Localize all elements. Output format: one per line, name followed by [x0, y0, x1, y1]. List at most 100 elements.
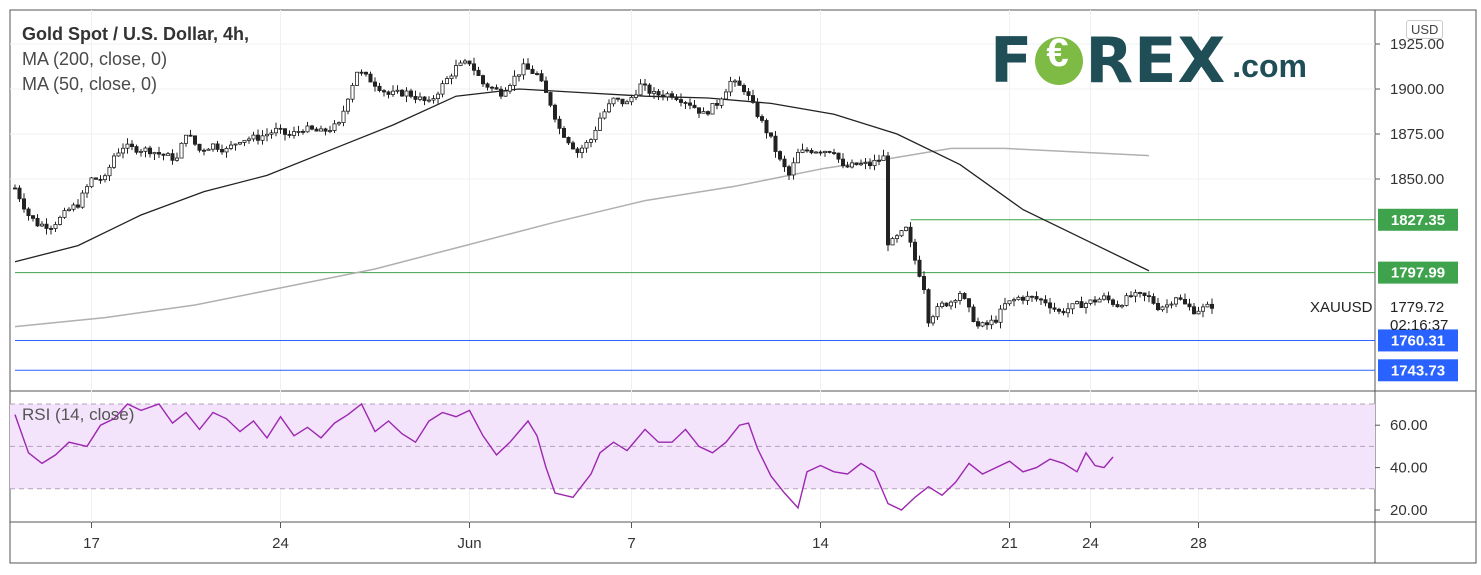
candle-body	[183, 134, 188, 144]
candle-body	[296, 131, 301, 133]
rsi-label: RSI (14, close)	[22, 405, 135, 424]
price-levels	[15, 219, 1375, 371]
candle-body	[679, 99, 684, 103]
rsi-tick-label: 60.00	[1390, 417, 1428, 434]
candle-body	[994, 319, 999, 323]
candle-body	[507, 85, 512, 92]
candle-body	[94, 177, 99, 180]
candle-body	[147, 147, 152, 155]
candle-body	[899, 230, 904, 237]
candle-body	[53, 224, 58, 229]
candle-body	[715, 103, 720, 106]
legend-ma200: MA (200, close, 0)	[22, 49, 168, 69]
candle-body	[1205, 303, 1210, 308]
candle-body	[318, 128, 323, 132]
candle-body	[305, 125, 310, 133]
candle-body	[246, 138, 251, 141]
candle-body	[1151, 296, 1156, 304]
candle-body	[917, 259, 922, 277]
candle-body	[458, 62, 463, 66]
candle-body	[647, 84, 652, 94]
level-tag-label: 1827.35	[1391, 212, 1445, 229]
euro-coin-icon	[1035, 31, 1084, 85]
candle-body	[1111, 299, 1116, 305]
symbol-label: XAUUSD	[1310, 299, 1373, 316]
candle-body	[1115, 304, 1120, 308]
candle-body	[800, 149, 805, 153]
candle-body	[1061, 310, 1066, 314]
candle-body	[1187, 303, 1192, 308]
brand-suffix: .com	[1232, 47, 1307, 84]
candle-body	[539, 73, 544, 82]
candle-body	[467, 60, 472, 65]
candle-body	[566, 137, 571, 144]
candle-body	[854, 162, 859, 166]
candle-body	[548, 92, 553, 106]
candle-body	[1201, 306, 1206, 312]
candle-body	[625, 101, 630, 105]
candle-body	[242, 139, 247, 143]
candle-body	[192, 135, 197, 145]
candle-body	[422, 96, 427, 102]
candle-body	[998, 308, 1003, 323]
candle-body	[76, 204, 81, 208]
candle-body	[327, 130, 332, 132]
candle-body	[535, 73, 540, 75]
candle-body	[431, 98, 436, 101]
candle-body	[962, 293, 967, 300]
candle-body	[1129, 295, 1134, 298]
candle-body	[985, 322, 990, 326]
candle-body	[521, 63, 526, 76]
candle-body	[706, 111, 711, 115]
time-tick-label: 24	[272, 535, 289, 552]
candle-body	[805, 149, 810, 152]
candle-body	[210, 143, 215, 150]
candle-body	[517, 74, 522, 77]
candle-body	[449, 75, 454, 80]
candle-body	[260, 135, 265, 141]
candle-body	[143, 147, 148, 152]
candle-body	[44, 223, 49, 229]
candle-body	[345, 98, 350, 112]
candle-body	[674, 96, 679, 100]
candle-body	[237, 142, 242, 145]
candle-body	[197, 143, 202, 151]
candle-body	[584, 141, 589, 149]
candle-body	[62, 210, 67, 218]
candle-body	[107, 166, 112, 177]
candle-body	[908, 226, 913, 243]
time-tick-label: 21	[1001, 535, 1018, 552]
candle-body	[670, 93, 675, 98]
candle-body	[967, 298, 972, 308]
candle-body	[827, 150, 832, 153]
candle-body	[1034, 296, 1039, 300]
candle-body	[224, 148, 229, 153]
candle-body	[661, 94, 666, 98]
candle-body	[40, 223, 45, 227]
candle-body	[291, 131, 296, 136]
candle-body	[1007, 300, 1012, 305]
candle-body	[1106, 295, 1111, 301]
candle-body	[138, 150, 143, 153]
candle-body	[1156, 302, 1161, 311]
level-tag-label: 1743.73	[1391, 362, 1445, 379]
candle-body	[989, 319, 994, 326]
rsi-path	[14, 402, 1114, 511]
candle-body	[607, 103, 612, 113]
candle-body	[598, 117, 603, 131]
candle-body	[161, 153, 166, 156]
candle-body	[121, 147, 126, 154]
currency-button[interactable]: USD	[1406, 20, 1444, 39]
candle-body	[764, 120, 769, 134]
candle-body	[440, 83, 445, 95]
ma200-line	[14, 147, 1150, 328]
candle-body	[1012, 299, 1017, 302]
candle-body	[904, 226, 909, 231]
candle-body	[228, 144, 233, 149]
candle-body	[112, 155, 117, 168]
candle-body	[1196, 310, 1201, 315]
candle-body	[629, 97, 634, 103]
candle-body	[1102, 295, 1107, 300]
candle-body	[1043, 299, 1048, 304]
level-tag	[1378, 261, 1458, 284]
